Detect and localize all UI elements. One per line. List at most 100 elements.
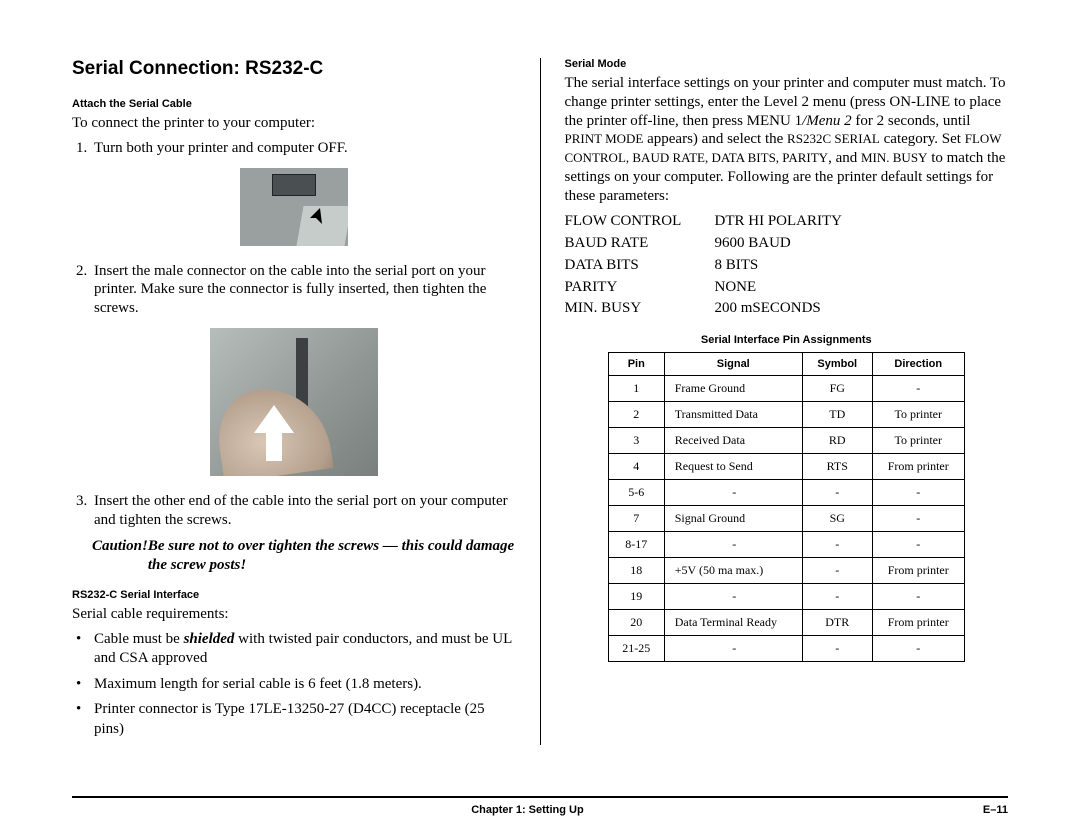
cell-direction: -: [872, 506, 964, 532]
section-title: Serial Connection: RS232-C: [72, 58, 516, 80]
caution-note: Caution! Be sure not to over tighten the…: [92, 537, 516, 575]
bullet-text: Printer connector is Type 17LE-13250-27 …: [94, 700, 516, 739]
table-row: 8-17---: [608, 532, 964, 558]
step-2: 2. Insert the male connector on the cabl…: [72, 262, 516, 318]
cell-direction: From printer: [872, 558, 964, 584]
footer-page-number: E–11: [983, 804, 1008, 816]
cell-symbol: DTR: [802, 610, 872, 636]
default-parameters: FLOW CONTROLDTR HI POLARITY BAUD RATE960…: [565, 211, 1009, 320]
pin-assignments-table: Pin Signal Symbol Direction 1Frame Groun…: [608, 352, 965, 662]
cell-direction: To printer: [872, 428, 964, 454]
cell-direction: From printer: [872, 454, 964, 480]
rotate-arrow-icon: [266, 206, 322, 236]
table-row: 18+5V (50 ma max.)-From printer: [608, 558, 964, 584]
cell-pin: 4: [608, 454, 664, 480]
cell-symbol: RD: [802, 428, 872, 454]
figure-1: [72, 168, 516, 246]
page-footer: Chapter 1: Setting Up E–11: [72, 796, 1008, 816]
cell-signal: Data Terminal Ready: [664, 610, 802, 636]
cell-direction: -: [872, 376, 964, 402]
cell-direction: -: [872, 584, 964, 610]
caution-text: Be sure not to over tighten the screws —…: [148, 537, 516, 575]
th-pin: Pin: [608, 353, 664, 376]
step-text: Turn both your printer and computer OFF.: [94, 139, 516, 158]
right-column: Serial Mode The serial interface setting…: [541, 58, 1009, 745]
cell-signal: -: [664, 480, 802, 506]
th-direction: Direction: [872, 353, 964, 376]
cell-signal: Transmitted Data: [664, 402, 802, 428]
requirements-list: Cable must be shielded with twisted pair…: [72, 630, 516, 740]
cell-symbol: FG: [802, 376, 872, 402]
table-row: 2Transmitted DataTDTo printer: [608, 402, 964, 428]
up-arrow-icon: [254, 405, 294, 466]
cell-pin: 19: [608, 584, 664, 610]
page: Serial Connection: RS232-C Attach the Se…: [0, 0, 1080, 834]
attach-cable-heading: Attach the Serial Cable: [72, 98, 516, 110]
serial-mode-paragraph: The serial interface settings on your pr…: [565, 74, 1009, 205]
step-1: 1. Turn both your printer and computer O…: [72, 139, 516, 158]
table-row: 1Frame GroundFG-: [608, 376, 964, 402]
step-text: Insert the male connector on the cable i…: [94, 262, 516, 318]
figure-2-image: [210, 328, 378, 476]
cell-signal: Request to Send: [664, 454, 802, 480]
figure-2: [72, 328, 516, 476]
param-row: FLOW CONTROLDTR HI POLARITY: [565, 211, 1009, 233]
figure-1-image: [240, 168, 348, 246]
cell-pin: 7: [608, 506, 664, 532]
step-text: Insert the other end of the cable into t…: [94, 492, 516, 530]
cell-direction: -: [872, 532, 964, 558]
cell-symbol: -: [802, 558, 872, 584]
param-row: MIN. BUSY200 mSECONDS: [565, 298, 1009, 320]
cell-signal: -: [664, 532, 802, 558]
cell-symbol: -: [802, 584, 872, 610]
caution-label: Caution!: [92, 537, 148, 575]
bullet-3: Printer connector is Type 17LE-13250-27 …: [72, 700, 516, 739]
cell-direction: To printer: [872, 402, 964, 428]
table-caption: Serial Interface Pin Assignments: [565, 334, 1009, 346]
table-row: 7Signal GroundSG-: [608, 506, 964, 532]
cell-signal: Received Data: [664, 428, 802, 454]
cell-pin: 20: [608, 610, 664, 636]
bullet-1: Cable must be shielded with twisted pair…: [72, 630, 516, 669]
steps-list-3: 3. Insert the other end of the cable int…: [72, 492, 516, 530]
step-number: 3.: [72, 492, 94, 530]
cell-pin: 1: [608, 376, 664, 402]
table-row: 21-25---: [608, 636, 964, 662]
cell-symbol: RTS: [802, 454, 872, 480]
table-row: 4Request to SendRTSFrom printer: [608, 454, 964, 480]
bullet-2: Maximum length for serial cable is 6 fee…: [72, 675, 516, 695]
cell-pin: 5-6: [608, 480, 664, 506]
cell-signal: Signal Ground: [664, 506, 802, 532]
footer-chapter: Chapter 1: Setting Up: [471, 804, 583, 816]
th-signal: Signal: [664, 353, 802, 376]
table-row: 3Received DataRDTo printer: [608, 428, 964, 454]
cell-direction: From printer: [872, 610, 964, 636]
requirements-intro: Serial cable requirements:: [72, 605, 516, 624]
footer-rule: [72, 796, 1008, 798]
intro-text: To connect the printer to your computer:: [72, 114, 516, 133]
cell-symbol: TD: [802, 402, 872, 428]
table-row: 5-6---: [608, 480, 964, 506]
step-number: 1.: [72, 139, 94, 158]
interface-heading: RS232-C Serial Interface: [72, 589, 516, 601]
cell-signal: -: [664, 636, 802, 662]
th-symbol: Symbol: [802, 353, 872, 376]
table-row: 19---: [608, 584, 964, 610]
table-header-row: Pin Signal Symbol Direction: [608, 353, 964, 376]
bullet-text: Maximum length for serial cable is 6 fee…: [94, 675, 422, 695]
cell-pin: 8-17: [608, 532, 664, 558]
cell-signal: -: [664, 584, 802, 610]
param-row: BAUD RATE9600 BAUD: [565, 233, 1009, 255]
cell-symbol: -: [802, 636, 872, 662]
cell-pin: 18: [608, 558, 664, 584]
steps-list: 1. Turn both your printer and computer O…: [72, 139, 516, 158]
cell-signal: Frame Ground: [664, 376, 802, 402]
cell-direction: -: [872, 480, 964, 506]
steps-list-2: 2. Insert the male connector on the cabl…: [72, 262, 516, 318]
cell-pin: 3: [608, 428, 664, 454]
bullet-text: Cable must be shielded with twisted pair…: [94, 630, 516, 669]
step-3: 3. Insert the other end of the cable int…: [72, 492, 516, 530]
cell-pin: 21-25: [608, 636, 664, 662]
cell-symbol: -: [802, 480, 872, 506]
cell-signal: +5V (50 ma max.): [664, 558, 802, 584]
